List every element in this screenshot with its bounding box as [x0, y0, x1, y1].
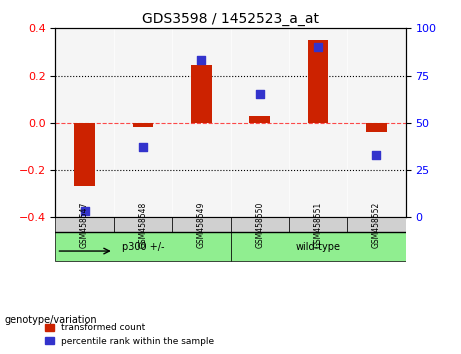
Text: GSM458548: GSM458548: [138, 201, 148, 247]
Bar: [308, 40, 328, 123]
Title: GDS3598 / 1452523_a_at: GDS3598 / 1452523_a_at: [142, 12, 319, 26]
FancyBboxPatch shape: [55, 217, 114, 232]
Text: GSM458547: GSM458547: [80, 201, 89, 248]
Legend: transformed count, percentile rank within the sample: transformed count, percentile rank withi…: [41, 320, 218, 349]
FancyBboxPatch shape: [289, 217, 347, 232]
Bar: [249, 116, 270, 123]
FancyBboxPatch shape: [347, 217, 406, 232]
Text: genotype/variation: genotype/variation: [5, 315, 97, 325]
Bar: [133, 123, 153, 127]
FancyBboxPatch shape: [230, 232, 406, 261]
Text: GSM458551: GSM458551: [313, 201, 323, 247]
Text: p300 +/-: p300 +/-: [122, 242, 164, 252]
FancyBboxPatch shape: [114, 217, 172, 232]
Point: [373, 152, 380, 158]
Point: [198, 58, 205, 63]
Text: GSM458550: GSM458550: [255, 201, 264, 248]
Text: wild-type: wild-type: [296, 242, 341, 252]
Bar: [366, 123, 387, 132]
Point: [139, 144, 147, 150]
Text: GSM458549: GSM458549: [197, 201, 206, 248]
FancyBboxPatch shape: [172, 217, 230, 232]
Point: [81, 209, 88, 214]
Point: [314, 44, 322, 50]
Bar: [74, 123, 95, 187]
Text: GSM458552: GSM458552: [372, 201, 381, 247]
FancyBboxPatch shape: [55, 232, 230, 261]
FancyBboxPatch shape: [230, 217, 289, 232]
Bar: [191, 65, 212, 123]
Point: [256, 92, 263, 97]
